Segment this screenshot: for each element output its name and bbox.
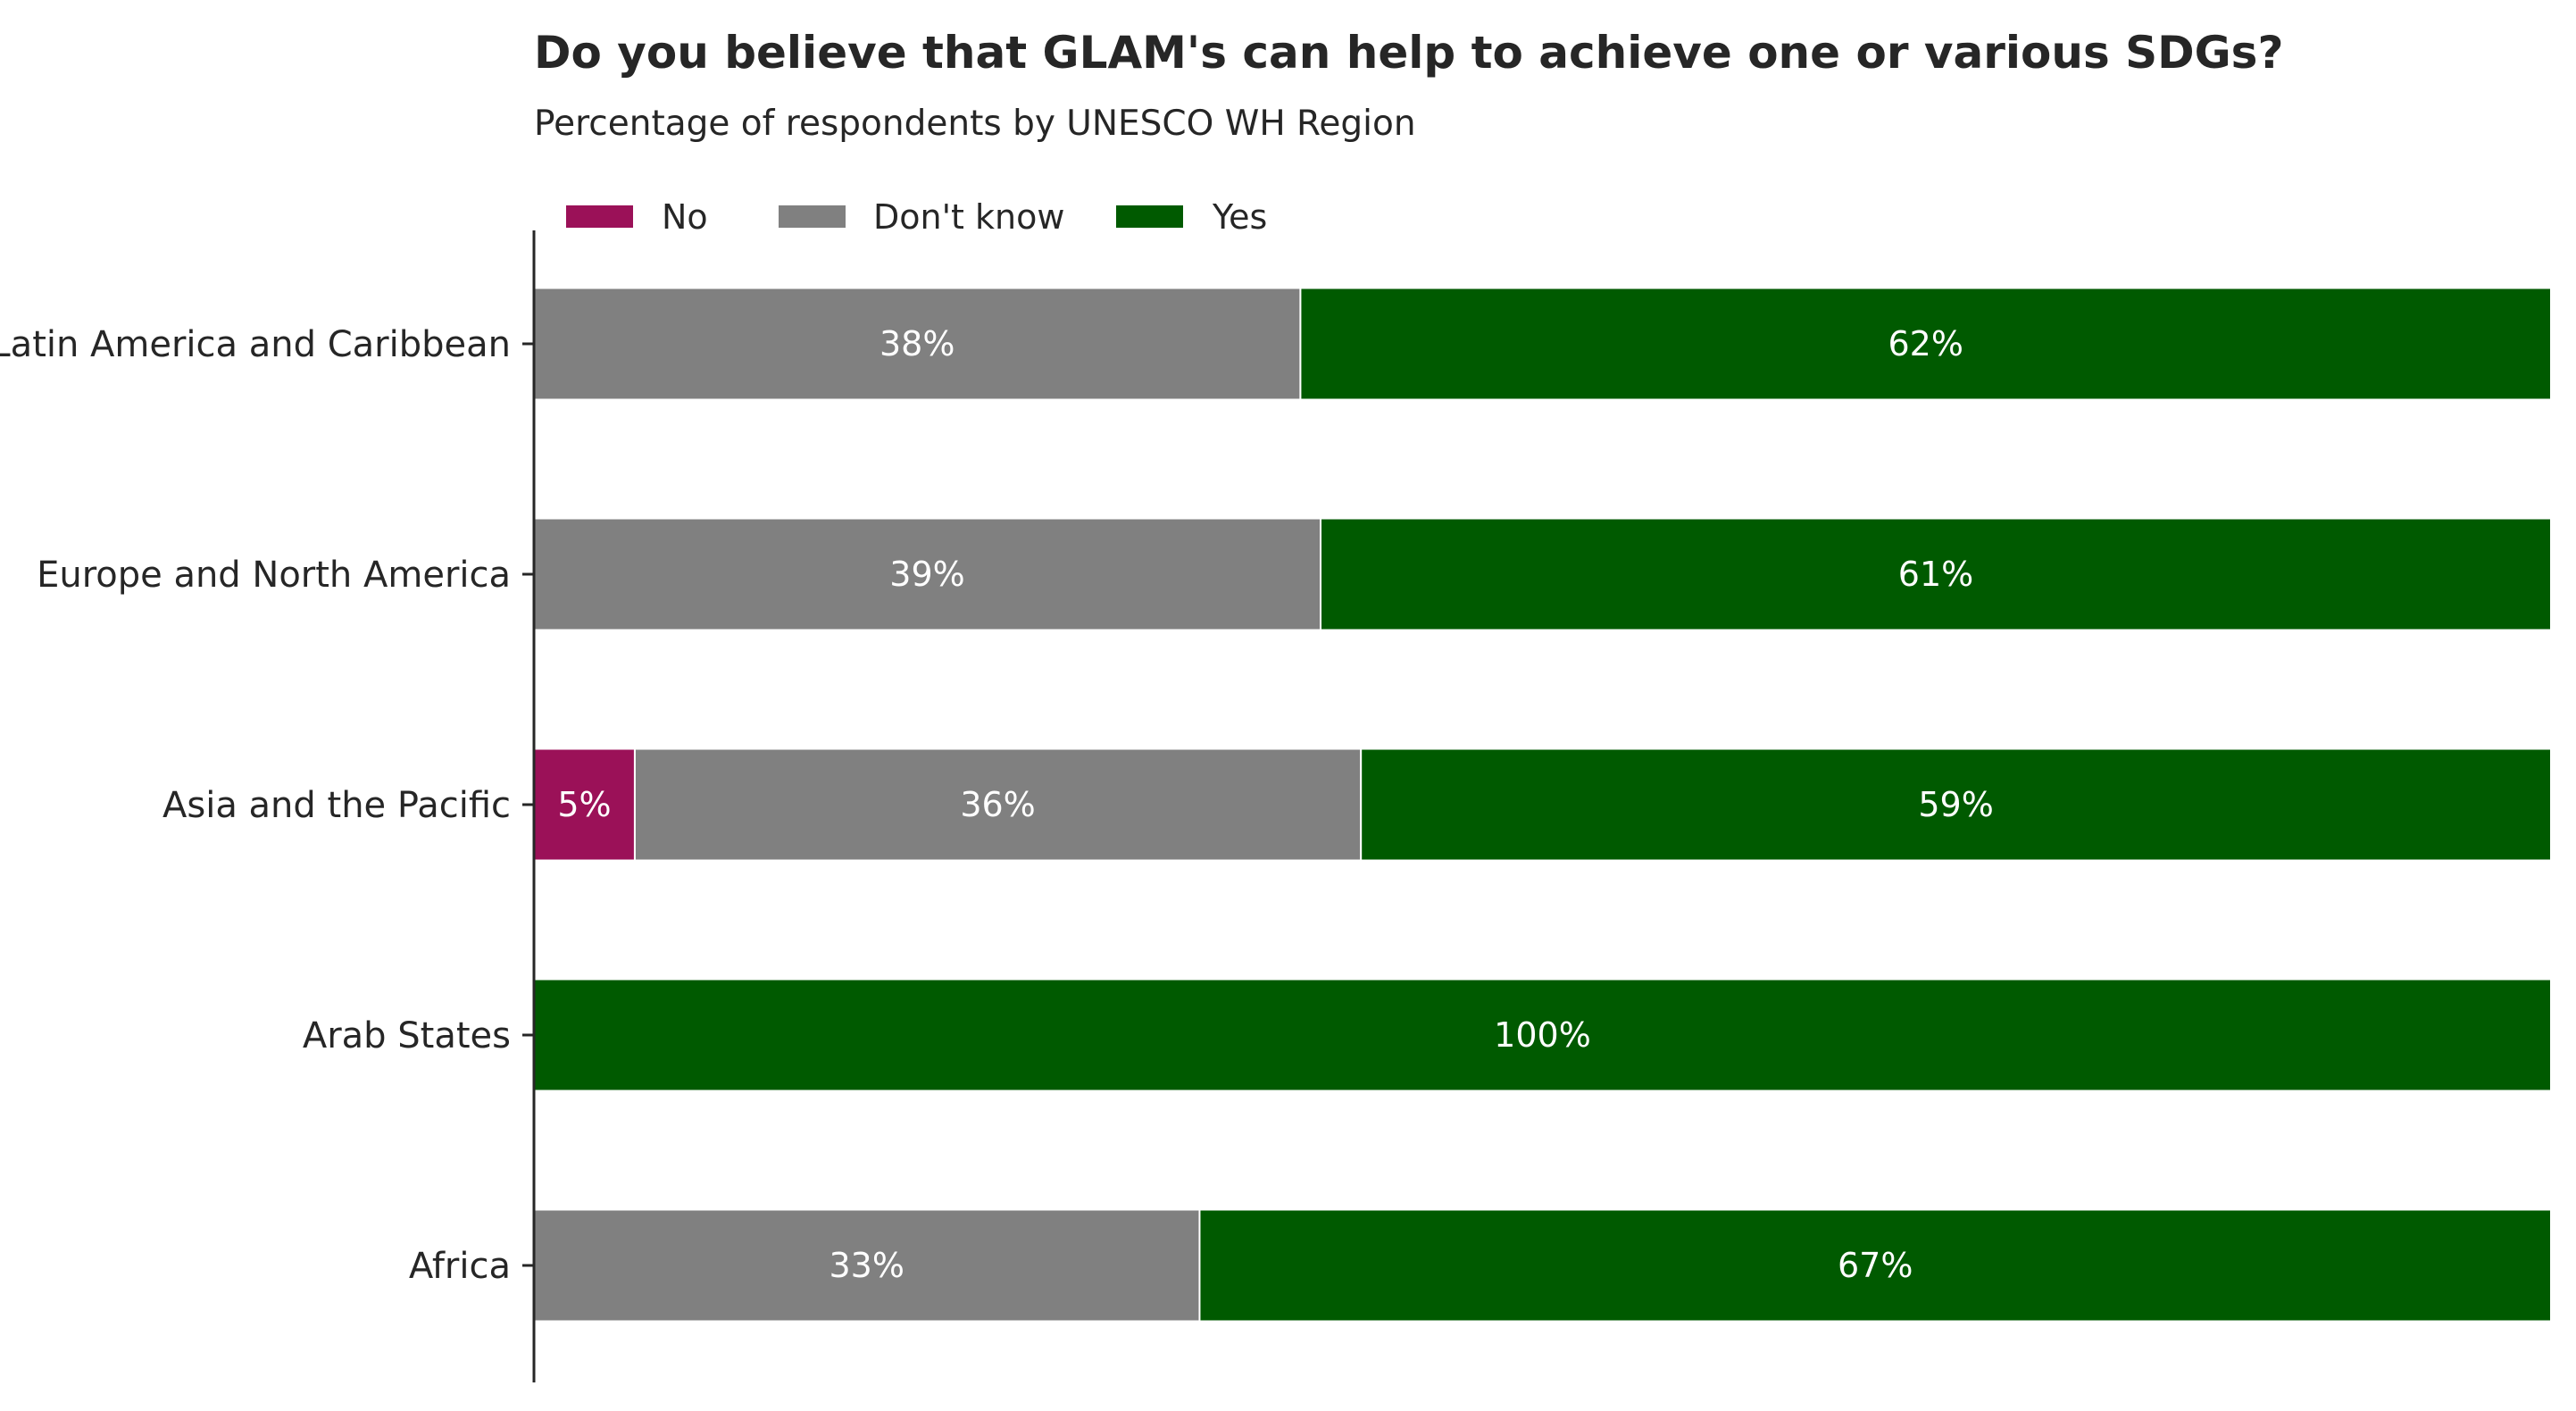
- data-label: 5%: [557, 785, 611, 824]
- legend-swatch-1: [779, 205, 846, 228]
- data-label: 39%: [889, 555, 964, 594]
- bar-segment: [533, 287, 1302, 401]
- bar-segment: [533, 978, 2552, 1092]
- legend-swatch-0: [566, 205, 633, 228]
- data-label: 62%: [1888, 324, 1963, 363]
- data-label: 38%: [880, 324, 955, 363]
- bar-segment: [533, 747, 636, 862]
- bar-segment: [1299, 287, 2552, 401]
- bar-segment: [533, 517, 1322, 631]
- data-label: 59%: [1918, 785, 1993, 824]
- bar-segment: [633, 747, 1363, 862]
- bar-segment: [1320, 517, 2552, 631]
- data-label: 36%: [960, 785, 1035, 824]
- data-label: 67%: [1838, 1246, 1913, 1285]
- legend-swatch-2: [1116, 205, 1183, 228]
- data-label: 61%: [1898, 555, 1973, 594]
- legend-label-2: Yes: [1212, 197, 1267, 237]
- y-axis: Latin America and Caribbean Europe and No…: [0, 230, 536, 1382]
- legend-label-1: Don't know: [873, 197, 1064, 237]
- bars: 38% 62% 39% 61% 5% 36% 59% 100% 33% 67%: [533, 287, 2552, 1323]
- data-label: 33%: [829, 1246, 905, 1285]
- category-label: Latin America and Caribbean: [0, 324, 511, 365]
- chart-title: Do you believe that GLAM's can help to a…: [534, 27, 2283, 79]
- category-label: Asia and the Pacific: [163, 785, 511, 826]
- legend: No Don't know Yes: [566, 197, 1267, 237]
- legend-label-0: No: [662, 197, 708, 237]
- bar-segment: [1360, 747, 2552, 862]
- category-label: Europe and North America: [37, 555, 511, 596]
- bar-segment: [1198, 1208, 2552, 1323]
- chart-subtitle: Percentage of respondents by UNESCO WH R…: [534, 104, 1416, 144]
- category-label: Africa: [409, 1246, 511, 1287]
- category-label: Arab States: [303, 1015, 511, 1056]
- data-label: 100%: [1494, 1015, 1591, 1055]
